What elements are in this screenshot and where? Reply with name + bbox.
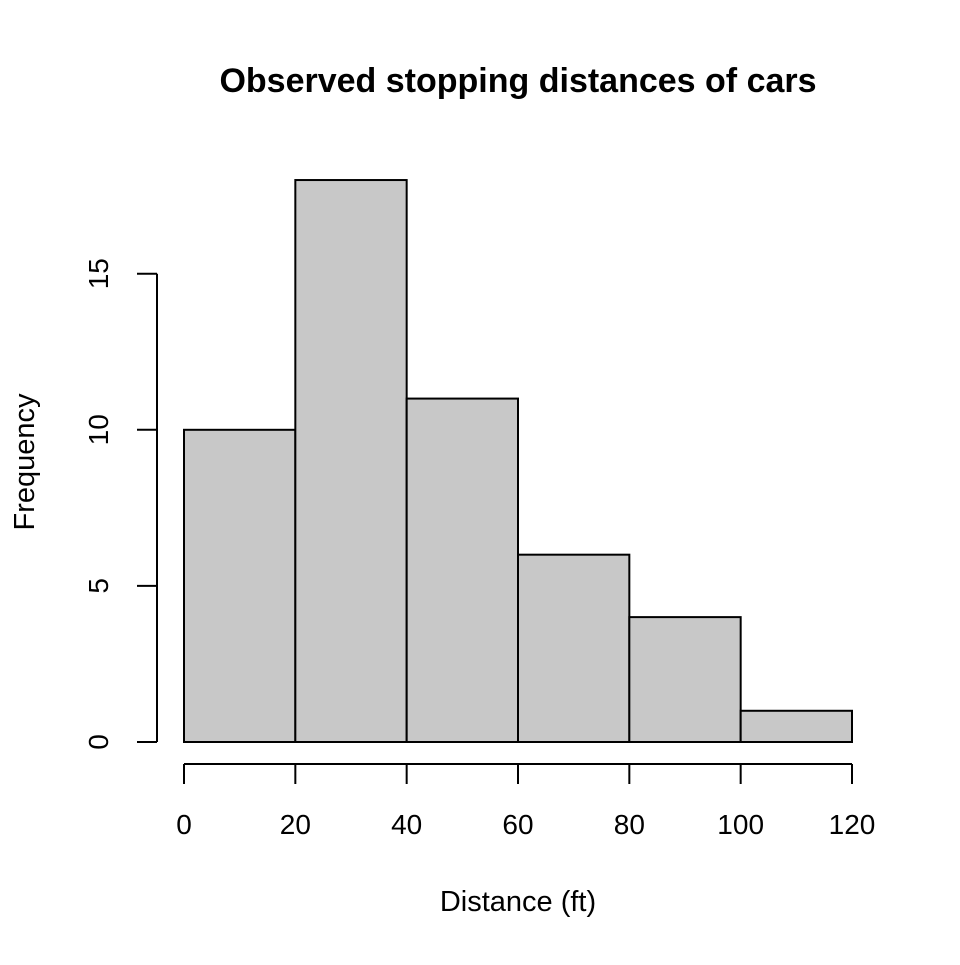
histogram-bar-3 xyxy=(405,397,519,743)
histogram-bar-1 xyxy=(183,428,297,743)
histogram-bar-6 xyxy=(739,709,854,744)
x-tick-label: 0 xyxy=(176,809,192,840)
y-tick-label: 10 xyxy=(83,414,114,445)
chart-title: Observed stopping distances of cars xyxy=(219,62,816,100)
histogram-bar-2 xyxy=(294,179,408,744)
x-tick-label: 120 xyxy=(829,809,876,840)
histogram-bar-5 xyxy=(628,616,742,743)
x-tick-label: 20 xyxy=(280,809,311,840)
y-axis: 0 5 10 15 xyxy=(83,258,158,750)
x-tick-label: 60 xyxy=(502,809,533,840)
histogram-bar-4 xyxy=(517,553,631,743)
y-axis-label: Frequency xyxy=(9,393,41,531)
x-tick-label: 40 xyxy=(391,809,422,840)
bars-group xyxy=(183,179,854,744)
x-axis: 0 20 40 60 80 100 120 xyxy=(176,763,876,840)
x-tick-label: 100 xyxy=(717,809,764,840)
y-tick-label: 5 xyxy=(83,578,114,594)
y-tick-label: 15 xyxy=(83,258,114,289)
x-tick-label: 80 xyxy=(614,809,645,840)
x-axis-label: Distance (ft) xyxy=(440,886,596,918)
y-tick-label: 0 xyxy=(83,734,114,750)
